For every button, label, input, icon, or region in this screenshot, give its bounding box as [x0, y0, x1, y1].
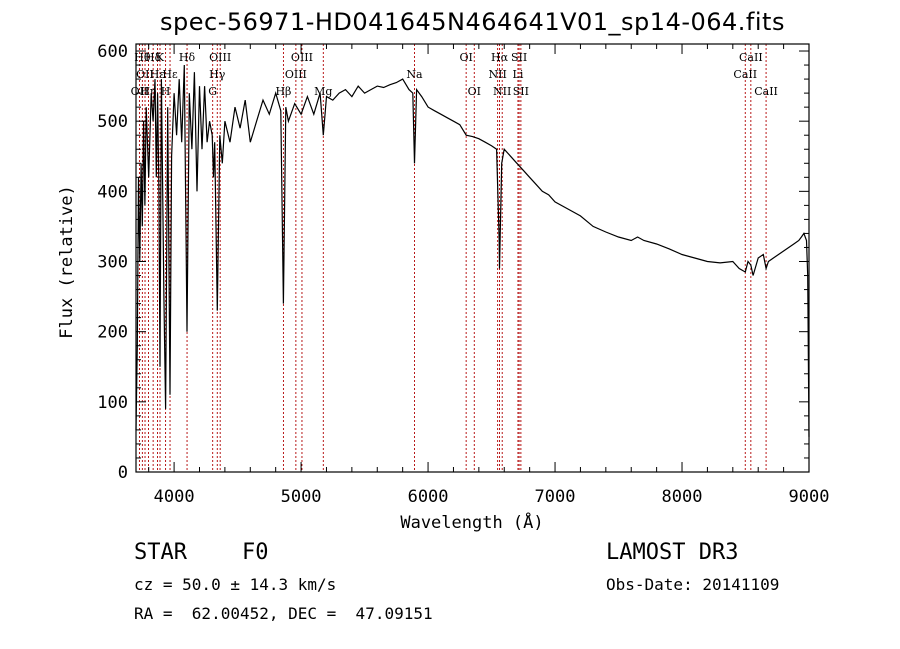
- line-label-25: SII: [513, 85, 529, 98]
- y-tick-label-0: 0: [118, 463, 128, 483]
- line-label-18: OI: [459, 51, 472, 64]
- line-label-3: Hη: [140, 85, 156, 98]
- line-label-23: Li: [513, 68, 524, 81]
- line-label-0: OII: [131, 85, 149, 98]
- x-tick-label-2: 6000: [408, 487, 449, 507]
- line-label-15: OIII: [291, 51, 313, 64]
- x-tick-label-1: 5000: [281, 487, 322, 507]
- coordinates-readout: RA = 62.00452, DEC = 47.09151: [134, 604, 433, 623]
- line-label-1: Hθ: [134, 51, 151, 64]
- spectral-line-markers: [138, 44, 767, 472]
- plot-frame: [135, 43, 810, 473]
- line-label-7: H: [161, 85, 171, 98]
- y-tick-label-4: 400: [97, 182, 128, 202]
- line-label-11: Hγ: [209, 68, 226, 81]
- line-label-12: OIII: [209, 51, 231, 64]
- y-tick-label-5: 500: [97, 112, 128, 132]
- redshift-readout: cz = 50.0 ± 14.3 km/s: [134, 575, 337, 594]
- line-label-6: K: [156, 51, 165, 64]
- line-label-13: Hβ: [275, 85, 291, 98]
- line-label-2: OII: [136, 68, 154, 81]
- object-subclass: F0: [242, 540, 269, 565]
- line-label-14: OIII: [285, 68, 307, 81]
- flux-series-line: [135, 64, 810, 437]
- y-axis-ticks: 0 100 200 300 400 500 600: [97, 42, 809, 483]
- line-label-4: Hδ: [145, 51, 162, 64]
- object-class: STAR: [134, 540, 187, 565]
- x-tick-label-4: 8000: [662, 487, 703, 507]
- x-tick-label-3: 7000: [535, 487, 576, 507]
- line-label-22: NII: [493, 85, 511, 98]
- y-tick-label-2: 200: [97, 323, 128, 343]
- line-label-10: G: [208, 85, 217, 98]
- line-label-27: CaII: [739, 51, 763, 64]
- line-label-5: Hε: [150, 68, 166, 81]
- observation-date: Obs-Date: 20141109: [606, 575, 780, 594]
- line-label-26: CaII: [733, 68, 757, 81]
- x-axis-label: Wavelength (Å): [400, 511, 543, 533]
- y-tick-label-1: 100: [97, 393, 128, 413]
- x-tick-label-0: 4000: [154, 487, 195, 507]
- y-tick-label-6: 600: [97, 42, 128, 62]
- survey-name: LAMOST DR3: [606, 540, 739, 565]
- y-axis-label: Flux (relative): [57, 185, 77, 339]
- spectral-line-labels: OIIHθOIIHηHδHεKHHεHδGHγOIIIHβOIIIOIIIMgN…: [131, 51, 778, 98]
- x-axis-ticks: 4000 5000 6000 7000 8000 9000: [148, 44, 830, 507]
- chart-title: spec-56971-HD041645N464641V01_sp14-064.f…: [160, 8, 785, 36]
- line-label-16: Mg: [314, 85, 332, 98]
- x-tick-label-5: 9000: [789, 487, 830, 507]
- line-label-9: Hδ: [179, 51, 196, 64]
- line-label-19: OI: [468, 85, 481, 98]
- line-label-21: Hα: [491, 51, 509, 64]
- y-tick-label-3: 300: [97, 253, 128, 273]
- line-label-17: Na: [406, 68, 423, 81]
- line-label-20: NII: [488, 68, 506, 81]
- line-label-24: SII: [511, 51, 527, 64]
- line-label-28: CaII: [754, 85, 778, 98]
- line-label-8: Hε: [162, 68, 178, 81]
